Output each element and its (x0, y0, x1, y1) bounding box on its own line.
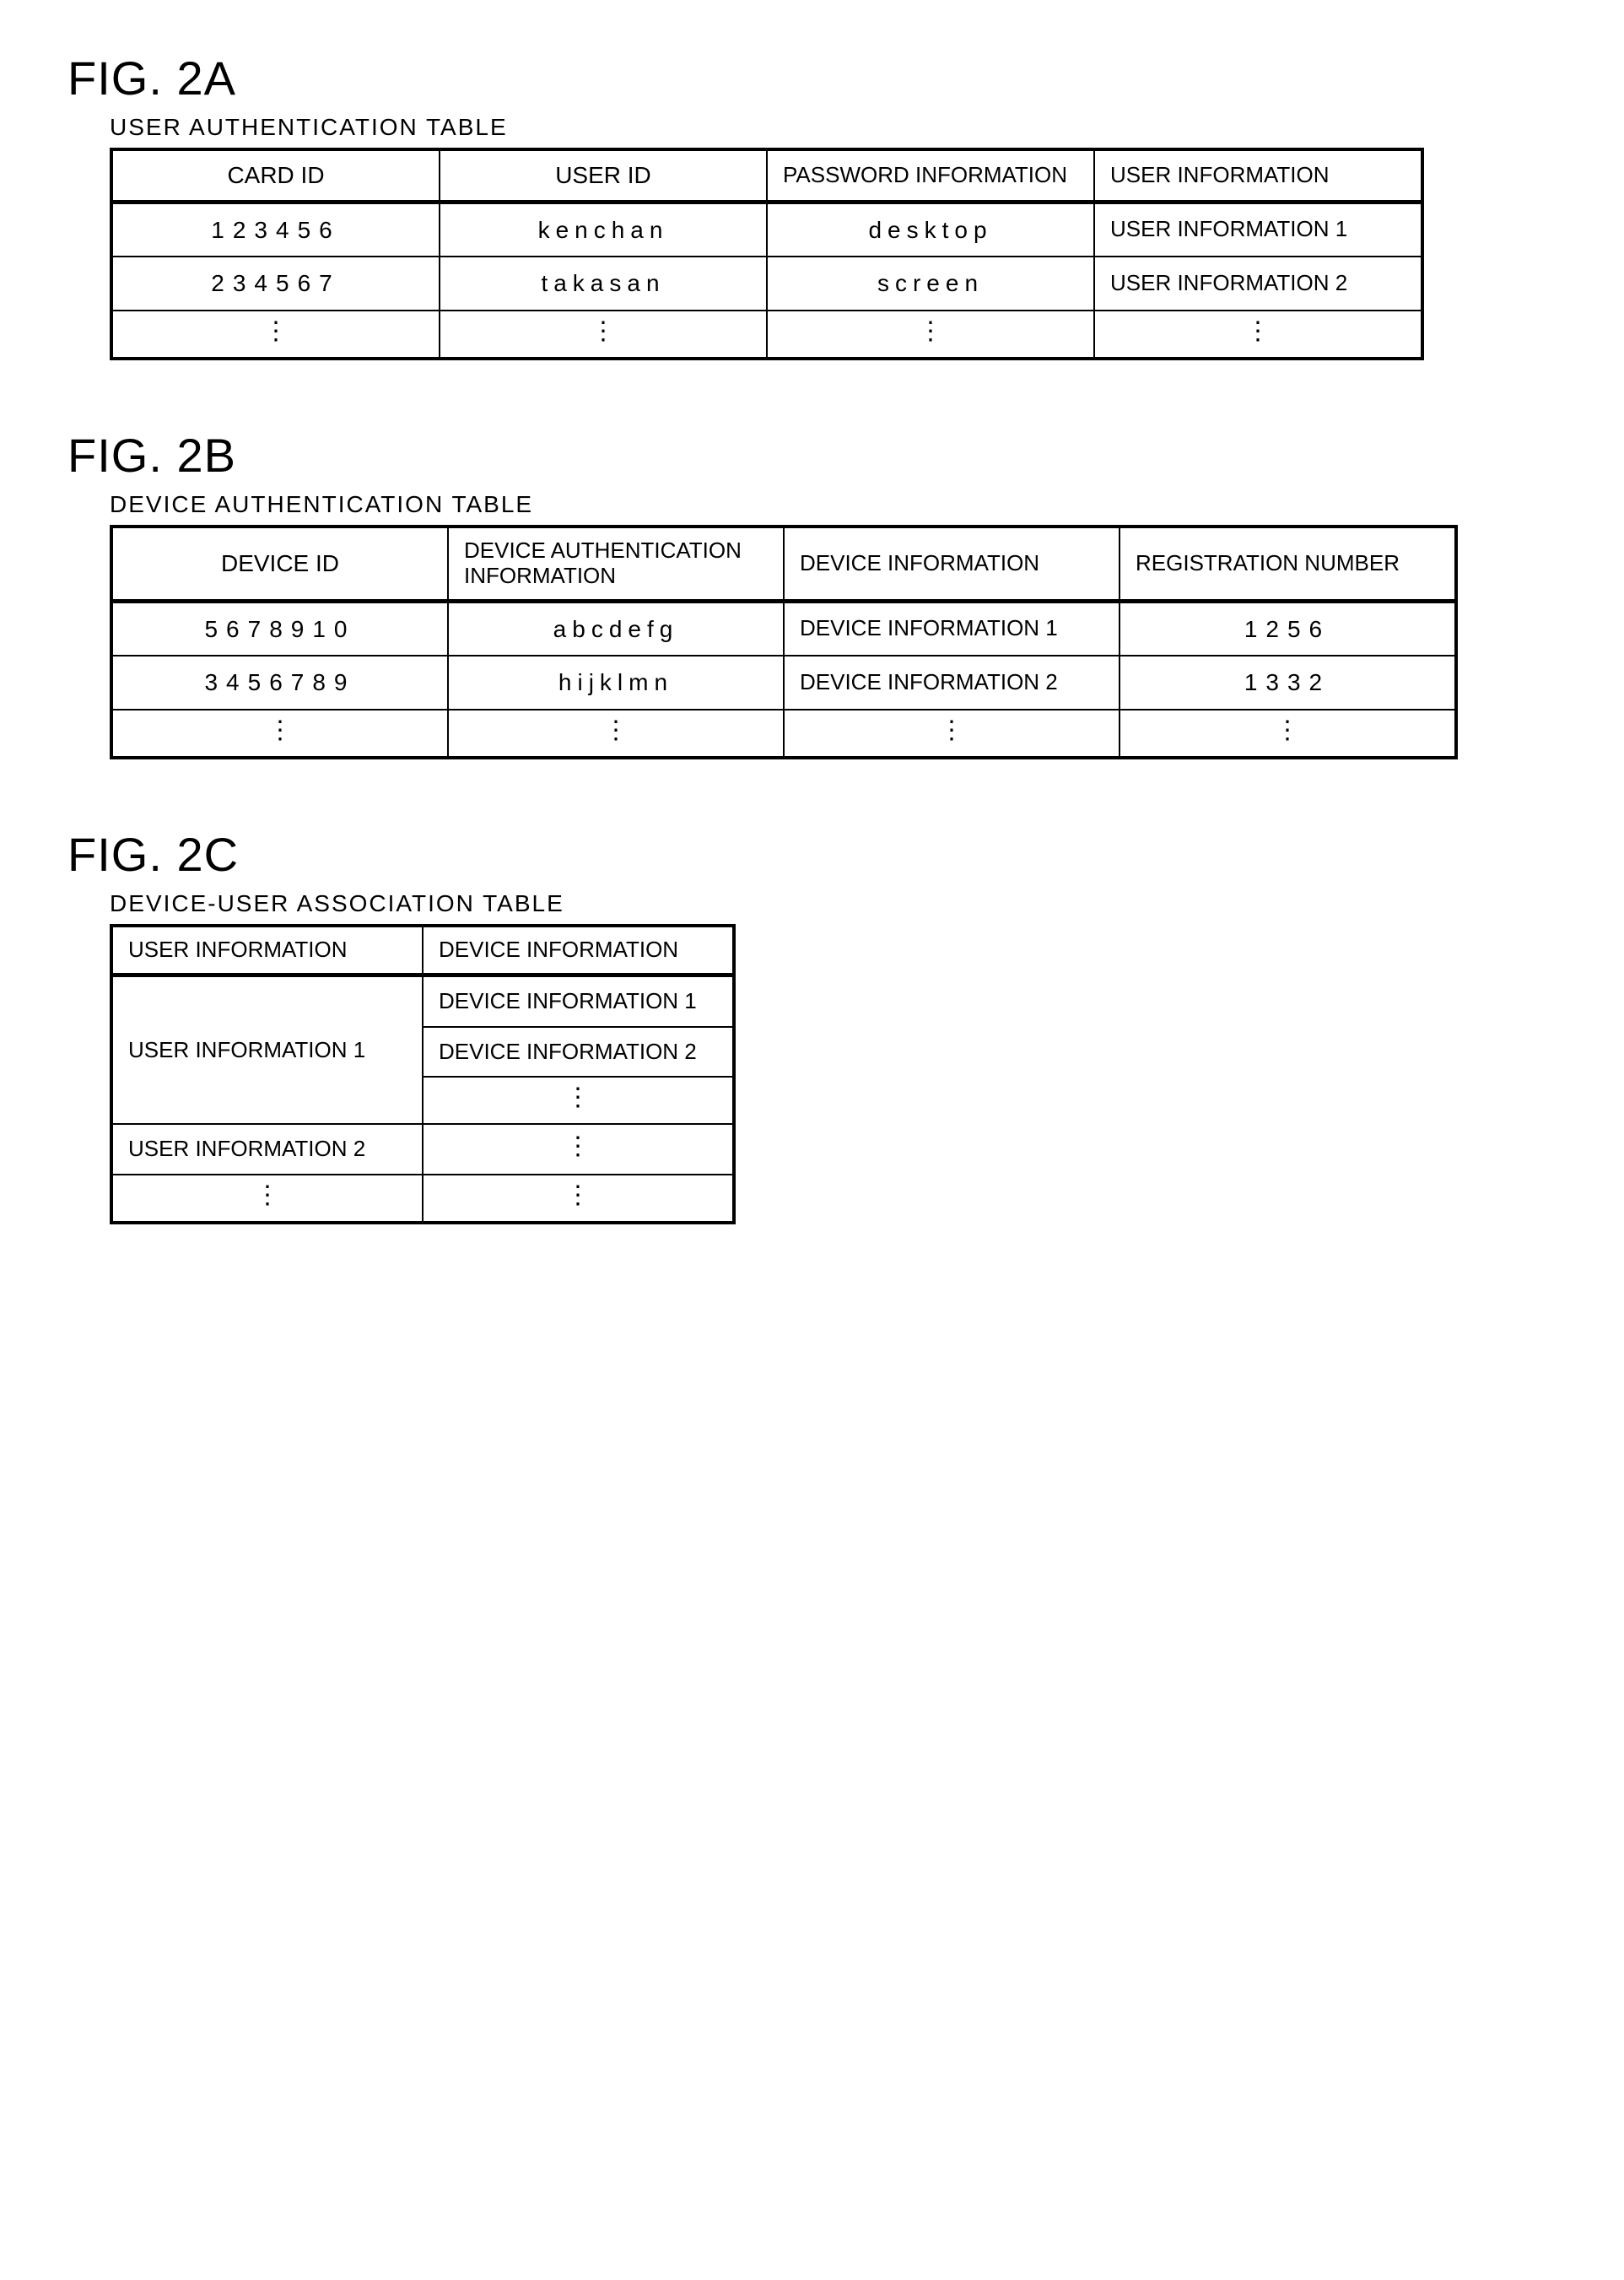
table-row: 3456789 hijklmn DEVICE INFORMATION 2 133… (111, 656, 1456, 710)
fig-2a-title: USER AUTHENTICATION TABLE (110, 114, 1557, 141)
table-row: 123456 kenchan desktop USER INFORMATION … (111, 202, 1422, 257)
cell-device-info: DEVICE INFORMATION 1 (784, 601, 1120, 656)
vdots-icon: ⋮ (784, 710, 1120, 758)
vdots-icon: ⋮ (1094, 311, 1422, 359)
vdots-icon: ⋮ (448, 710, 784, 758)
col-device-id: DEVICE ID (111, 527, 448, 601)
vdots-icon: ⋮ (111, 311, 440, 359)
cell-password: desktop (767, 202, 1094, 257)
cell-user-info: USER INFORMATION 2 (1094, 257, 1422, 311)
col-user-info: USER INFORMATION (1094, 149, 1422, 202)
vdots-icon: ⋮ (423, 1077, 734, 1124)
table-row: 234567 takasan screen USER INFORMATION 2 (111, 257, 1422, 311)
fig-2a-block: FIG. 2A USER AUTHENTICATION TABLE CARD I… (67, 51, 1557, 360)
col-card-id: CARD ID (111, 149, 440, 202)
table-row-ellipsis: ⋮ ⋮ ⋮ ⋮ (111, 311, 1422, 359)
vdots-icon: ⋮ (423, 1175, 734, 1223)
cell-password: screen (767, 257, 1094, 311)
fig-2b-label: FIG. 2B (67, 428, 1557, 483)
cell-device-id: 3456789 (111, 656, 448, 710)
cell-device-info: DEVICE INFORMATION 1 (423, 975, 734, 1026)
vdots-icon: ⋮ (440, 311, 767, 359)
table-row: 5678910 abcdefg DEVICE INFORMATION 1 125… (111, 601, 1456, 656)
table-row-ellipsis: ⋮ ⋮ ⋮ ⋮ (111, 710, 1456, 758)
user-auth-table: CARD ID USER ID PASSWORD INFORMATION USE… (110, 148, 1424, 360)
table-header-row: DEVICE ID DEVICE AUTHENTICATION INFORMAT… (111, 527, 1456, 601)
cell-auth: hijklmn (448, 656, 784, 710)
cell-device-info: DEVICE INFORMATION 2 (423, 1027, 734, 1078)
col-auth-info: DEVICE AUTHENTICATION INFORMATION (448, 527, 784, 601)
cell-user-info: USER INFORMATION 1 (111, 975, 423, 1124)
cell-user-info: USER INFORMATION 1 (1094, 202, 1422, 257)
fig-2b-block: FIG. 2B DEVICE AUTHENTICATION TABLE DEVI… (67, 428, 1557, 759)
fig-2b-title: DEVICE AUTHENTICATION TABLE (110, 491, 1557, 518)
cell-reg: 1256 (1120, 601, 1456, 656)
col-reg-number: REGISTRATION NUMBER (1120, 527, 1456, 601)
vdots-icon: ⋮ (111, 710, 448, 758)
cell-auth: abcdefg (448, 601, 784, 656)
vdots-icon: ⋮ (111, 1175, 423, 1223)
cell-device-info: DEVICE INFORMATION 2 (784, 656, 1120, 710)
cell-card-id: 234567 (111, 257, 440, 311)
device-user-assoc-table: USER INFORMATION DEVICE INFORMATION USER… (110, 924, 736, 1225)
fig-2a-label: FIG. 2A (67, 51, 1557, 105)
vdots-icon: ⋮ (423, 1124, 734, 1175)
table-header-row: CARD ID USER ID PASSWORD INFORMATION USE… (111, 149, 1422, 202)
cell-user-id: kenchan (440, 202, 767, 257)
cell-user-info: USER INFORMATION 2 (111, 1124, 423, 1175)
fig-2c-title: DEVICE-USER ASSOCIATION TABLE (110, 890, 1557, 917)
vdots-icon: ⋮ (1120, 710, 1456, 758)
cell-device-id: 5678910 (111, 601, 448, 656)
vdots-icon: ⋮ (767, 311, 1094, 359)
device-auth-table: DEVICE ID DEVICE AUTHENTICATION INFORMAT… (110, 525, 1458, 759)
col-user-info: USER INFORMATION (111, 926, 423, 975)
cell-user-id: takasan (440, 257, 767, 311)
cell-reg: 1332 (1120, 656, 1456, 710)
col-user-id: USER ID (440, 149, 767, 202)
table-row-ellipsis: ⋮ ⋮ (111, 1175, 734, 1223)
fig-2c-label: FIG. 2C (67, 827, 1557, 882)
cell-card-id: 123456 (111, 202, 440, 257)
table-row: USER INFORMATION 2 ⋮ (111, 1124, 734, 1175)
col-device-info: DEVICE INFORMATION (784, 527, 1120, 601)
table-row: USER INFORMATION 1 DEVICE INFORMATION 1 (111, 975, 734, 1026)
col-device-info: DEVICE INFORMATION (423, 926, 734, 975)
fig-2c-block: FIG. 2C DEVICE-USER ASSOCIATION TABLE US… (67, 827, 1557, 1225)
table-header-row: USER INFORMATION DEVICE INFORMATION (111, 926, 734, 975)
col-password: PASSWORD INFORMATION (767, 149, 1094, 202)
